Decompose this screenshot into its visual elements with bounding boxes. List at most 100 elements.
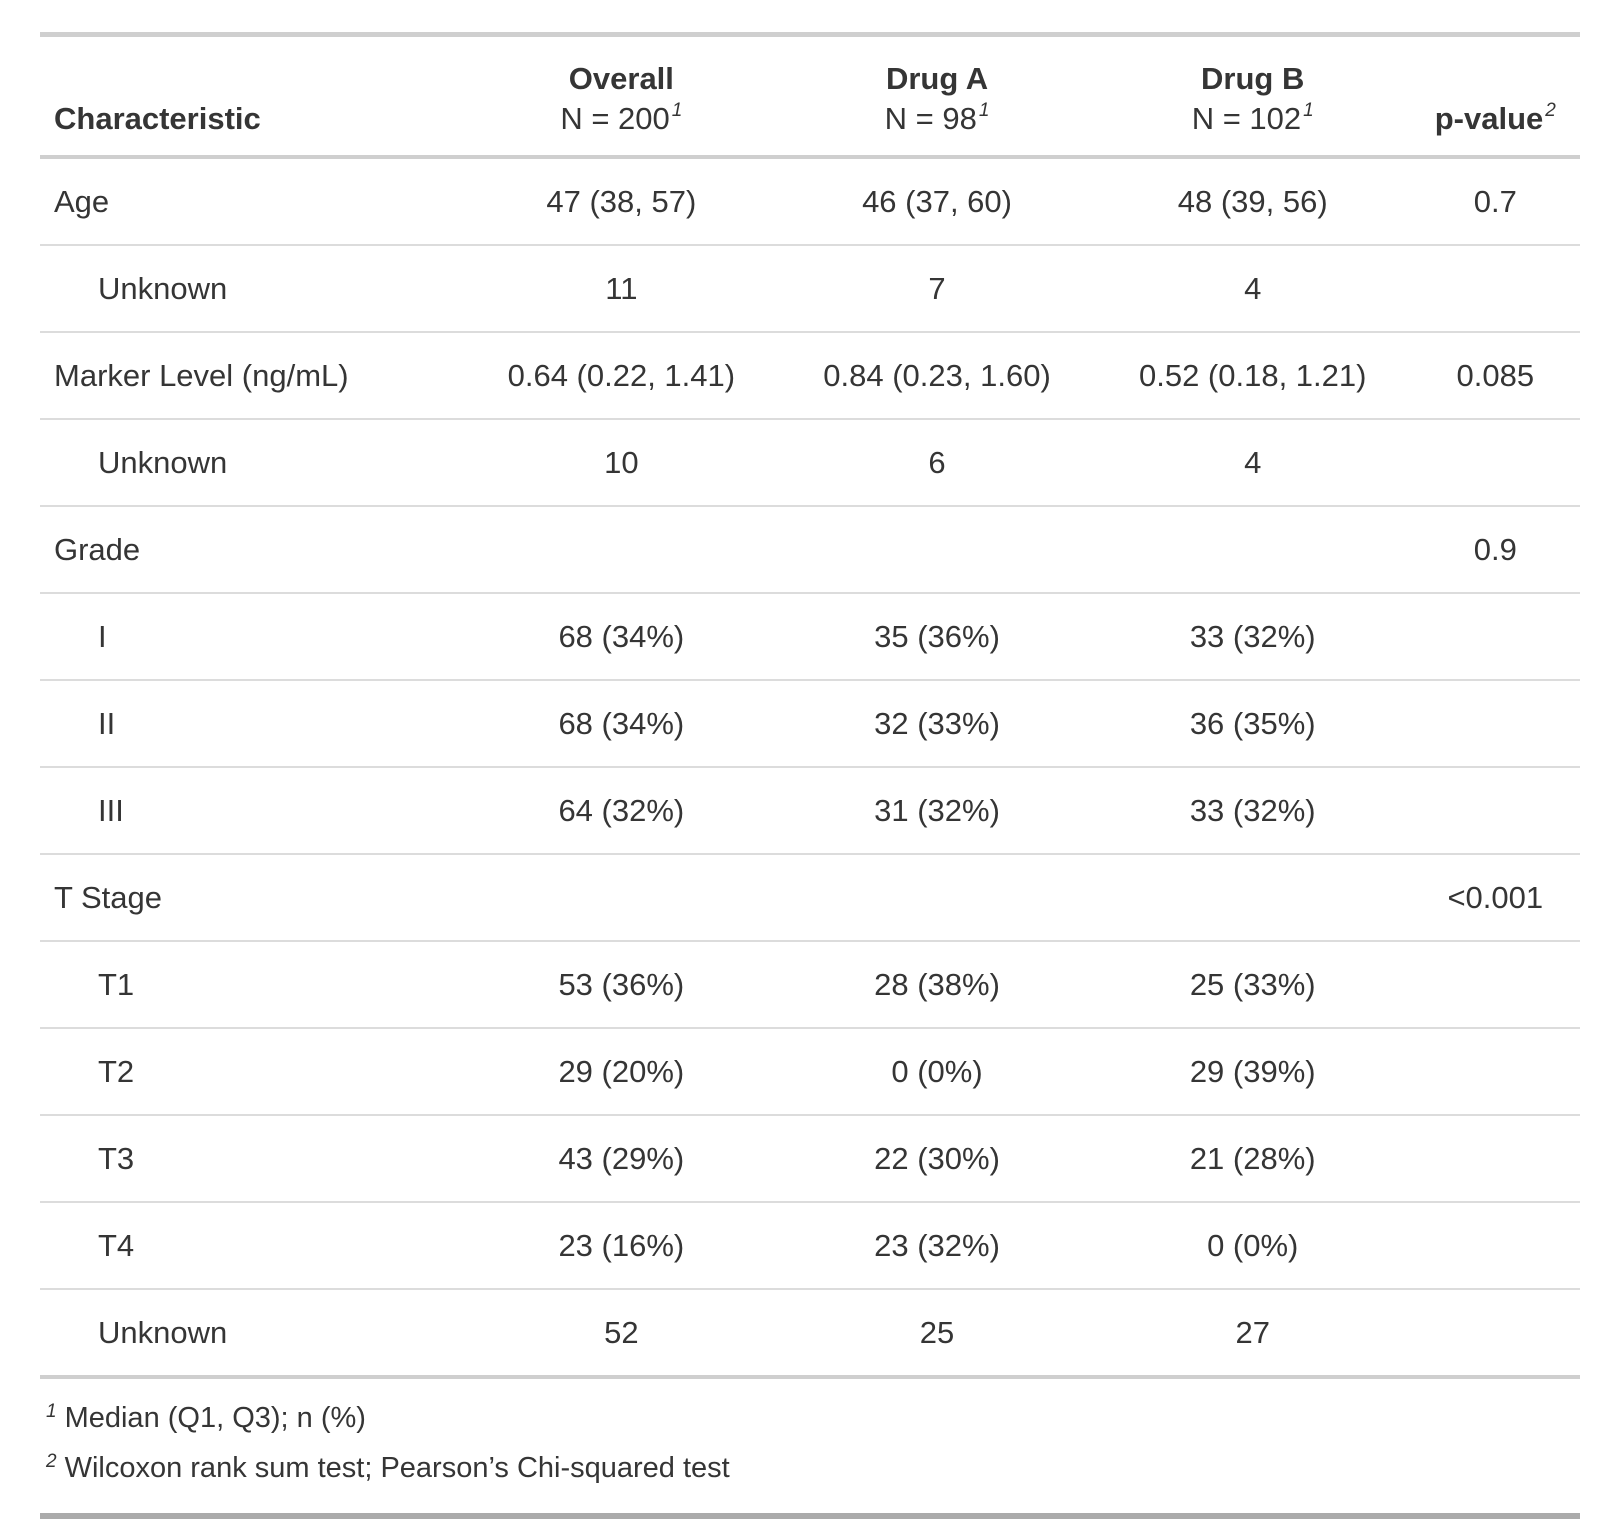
footnote-2: 2 Wilcoxon rank sum test; Pearson’s Chi-s… — [46, 1443, 1570, 1493]
col-header-drug-a-label: Drug A — [885, 61, 989, 96]
cell-drug-b: 33 (32%) — [1094, 766, 1411, 854]
cell-drug-b: 21 (28%) — [1094, 1114, 1411, 1202]
cell-drug-a: 23 (32%) — [779, 1201, 1095, 1289]
summary-table: Characteristic Overall N = 200 1 Drug A N… — [40, 32, 1580, 1519]
row-label: Unknown — [40, 1288, 464, 1377]
table-row: I 68 (34%) 35 (36%) 33 (32%) — [40, 592, 1580, 680]
footnotes: 1 Median (Q1, Q3); n (%) 2 Wilcoxon rank s… — [40, 1375, 1580, 1516]
row-label: Marker Level (ng/mL) — [40, 331, 464, 419]
cell-drug-b: 25 (33%) — [1094, 940, 1411, 1028]
table-row: Unknown 11 7 4 — [40, 244, 1580, 332]
cell-drug-b: 36 (35%) — [1094, 679, 1411, 767]
cell-drug-b — [1094, 505, 1411, 593]
row-label: T1 — [40, 940, 464, 1028]
col-header-drug-b-label: Drug B — [1201, 61, 1305, 96]
row-label: T Stage — [40, 853, 464, 941]
cell-drug-a — [779, 853, 1095, 941]
cell-drug-a: 35 (36%) — [779, 592, 1095, 680]
cell-overall: 68 (34%) — [463, 679, 780, 767]
cell-drug-a: 32 (33%) — [779, 679, 1095, 767]
cell-drug-a: 6 — [779, 418, 1095, 506]
cell-drug-b: 33 (32%) — [1094, 592, 1411, 680]
cell-overall: 52 — [463, 1288, 780, 1377]
row-label: T3 — [40, 1114, 464, 1202]
footnote-ref-1: 1 — [978, 100, 990, 121]
cell-drug-b: 4 — [1094, 244, 1411, 332]
cell-drug-b: 29 (39%) — [1094, 1027, 1411, 1115]
cell-overall: 53 (36%) — [463, 940, 780, 1028]
cell-p-value — [1410, 1027, 1580, 1115]
cell-p-value — [1410, 1201, 1580, 1289]
table-row: Unknown 10 6 4 — [40, 418, 1580, 506]
cell-drug-b — [1094, 853, 1411, 941]
cell-p-value — [1410, 592, 1580, 680]
col-header-characteristic-label: Characteristic — [54, 101, 261, 136]
table-row: T4 23 (16%) 23 (32%) 0 (0%) — [40, 1201, 1580, 1289]
cell-overall — [463, 853, 780, 941]
cell-p-value — [1410, 1114, 1580, 1202]
table-row: Unknown 52 25 27 — [40, 1288, 1580, 1377]
row-label: I — [40, 592, 464, 680]
col-header-drug-b-n: N = 102 1 — [1191, 100, 1314, 136]
table-row: T Stage <0.001 — [40, 853, 1580, 941]
footnote-1: 1 Median (Q1, Q3); n (%) — [46, 1393, 1570, 1443]
table-body: Age 47 (38, 57) 46 (37, 60) 48 (39, 56) 0.7 U… — [40, 157, 1580, 1377]
cell-overall: 0.64 (0.22, 1.41) — [463, 331, 780, 419]
cell-overall: 11 — [463, 244, 780, 332]
col-header-drug-a-n: N = 98 1 — [884, 100, 990, 136]
col-header-p-value-label: p-value 2 — [1434, 100, 1556, 136]
cell-drug-a — [779, 505, 1095, 593]
cell-p-value — [1410, 1288, 1580, 1377]
row-label: Unknown — [40, 244, 464, 332]
table-row: Age 47 (38, 57) 46 (37, 60) 48 (39, 56) 0.7 — [40, 157, 1580, 245]
footnote-ref-2: 2 — [1545, 100, 1556, 121]
row-label: Unknown — [40, 418, 464, 506]
table-footer: 1 Median (Q1, Q3); n (%) 2 Wilcoxon rank s… — [40, 1375, 1580, 1516]
table-row: Marker Level (ng/mL) 0.64 (0.22, 1.41) 0.8… — [40, 331, 1580, 419]
cell-p-value: 0.085 — [1410, 331, 1580, 419]
cell-drug-a: 0.84 (0.23, 1.60) — [779, 331, 1095, 419]
row-label: Grade — [40, 505, 464, 593]
cell-p-value: <0.001 — [1410, 853, 1580, 941]
col-header-overall-n: N = 200 1 — [560, 100, 683, 136]
cell-overall: 29 (20%) — [463, 1027, 780, 1115]
cell-overall: 23 (16%) — [463, 1201, 780, 1289]
cell-overall: 10 — [463, 418, 780, 506]
cell-p-value — [1410, 679, 1580, 767]
row-label: T4 — [40, 1201, 464, 1289]
cell-p-value: 0.9 — [1410, 505, 1580, 593]
table-row: Grade 0.9 — [40, 505, 1580, 593]
row-label: III — [40, 766, 464, 854]
cell-drug-b: 27 — [1094, 1288, 1411, 1377]
footnote-1-marker: 1 — [46, 1401, 57, 1422]
cell-drug-b: 0.52 (0.18, 1.21) — [1094, 331, 1411, 419]
cell-overall — [463, 505, 780, 593]
cell-drug-a: 25 — [779, 1288, 1095, 1377]
cell-drug-a: 22 (30%) — [779, 1114, 1095, 1202]
col-header-overall-label: Overall — [568, 61, 674, 96]
cell-drug-a: 0 (0%) — [779, 1027, 1095, 1115]
table-row: T3 43 (29%) 22 (30%) 21 (28%) — [40, 1114, 1580, 1202]
footnote-2-text: Wilcoxon rank sum test; Pearson’s Chi-sq… — [64, 1452, 730, 1484]
col-header-overall: Overall N = 200 1 — [463, 34, 780, 159]
cell-p-value: 0.7 — [1473, 184, 1517, 219]
cell-overall: 47 (38, 57) — [546, 184, 697, 219]
row-label: II — [40, 679, 464, 767]
cell-overall: 68 (34%) — [463, 592, 780, 680]
cell-drug-a: 7 — [779, 244, 1095, 332]
cell-overall: 64 (32%) — [463, 766, 780, 854]
table-row: II 68 (34%) 32 (33%) 36 (35%) — [40, 679, 1580, 767]
footnote-row: 1 Median (Q1, Q3); n (%) 2 Wilcoxon rank s… — [40, 1375, 1580, 1516]
cell-drug-b: 0 (0%) — [1094, 1201, 1411, 1289]
cell-drug-a: 31 (32%) — [779, 766, 1095, 854]
cell-drug-a: 46 (37, 60) — [862, 184, 1012, 219]
header-row: Characteristic Overall N = 200 1 Drug A N… — [40, 34, 1580, 159]
cell-p-value — [1410, 940, 1580, 1028]
cell-overall: 43 (29%) — [463, 1114, 780, 1202]
footnote-ref-1: 1 — [1303, 100, 1314, 121]
col-header-p-value: p-value 2 — [1410, 34, 1580, 159]
cell-drug-b: 48 (39, 56) — [1177, 184, 1328, 219]
cell-p-value — [1410, 766, 1580, 854]
col-header-drug-b: Drug B N = 102 1 — [1094, 34, 1411, 159]
